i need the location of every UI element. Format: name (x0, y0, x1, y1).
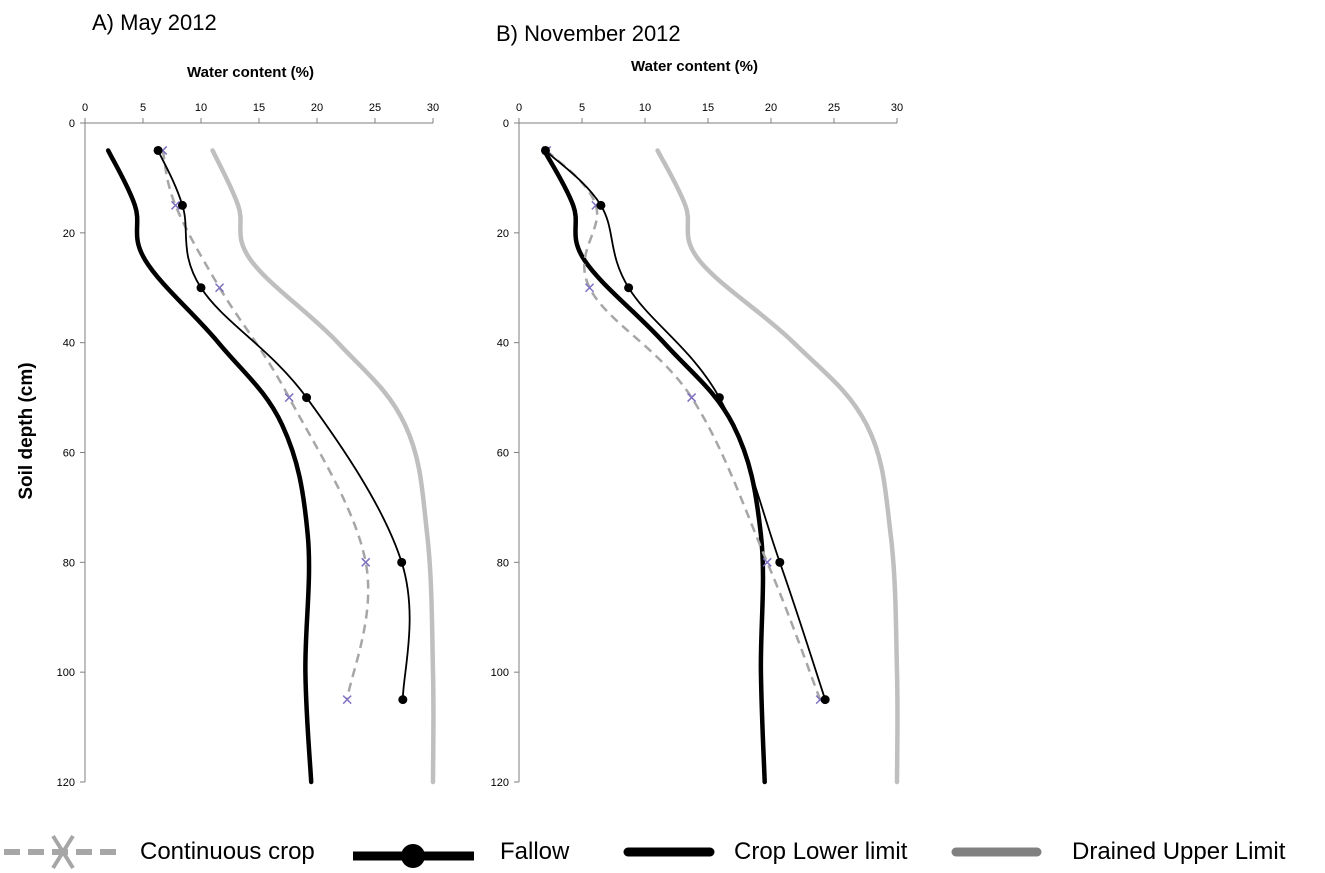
panel-a-continuous-point (170, 200, 181, 210)
panel-a-fallow-point (153, 145, 163, 155)
panel-b-y-tick-label: 20 (497, 228, 509, 240)
panel-b-continuous-point (585, 283, 595, 293)
panel-a-y-tick-label: 80 (63, 557, 75, 569)
panel-a-continuous-point (284, 393, 294, 403)
panel-a-y-tick-label: 100 (57, 667, 75, 679)
panel-a-x-tick-label: 25 (369, 102, 381, 114)
panel-a-xlabel: Water content (%) (187, 64, 314, 81)
panel-a-fallow-point (302, 393, 312, 403)
panel-b-fallow-point (820, 695, 830, 705)
panel-b-y-tick-label: 60 (497, 448, 509, 460)
panel-a-fallow-point (397, 557, 407, 567)
panel-b-y-tick-label: 40 (497, 338, 509, 350)
panel-b-series-fallow (544, 149, 827, 700)
panel-a-x-tick-label: 15 (253, 102, 265, 114)
panel-a-y-tick-label: 60 (63, 448, 75, 460)
panel-a-continuous-point (342, 695, 352, 705)
panel-b-y-tick-label: 80 (497, 557, 509, 569)
panel-b-continuous-point (762, 557, 772, 567)
panel-b-y-tick-label: 0 (503, 118, 509, 130)
panel-a-fallow-point (177, 200, 187, 210)
panel-b-fallow-point (624, 283, 634, 293)
panel-b-x-tick-label: 10 (639, 102, 651, 114)
panel-b-x-tick-label: 20 (765, 102, 777, 114)
panel-b-fallow-point (596, 200, 606, 210)
panel-a-series-dul (210, 148, 436, 785)
panel-b-fallow-point (540, 145, 550, 155)
panel-b-series-dul (655, 148, 900, 785)
panel-a-y-tick-label: 120 (57, 777, 75, 789)
panel-a-x-tick-label: 20 (311, 102, 323, 114)
panel-a-y-tick-label: 20 (63, 228, 75, 240)
panel-a-y-tick-label: 40 (63, 338, 75, 350)
panel-a-series-cll (105, 148, 314, 785)
panel-b-xlabel: Water content (%) (631, 58, 758, 75)
panel-a-fallow-point (398, 695, 408, 705)
legend-label-dul: Drained Upper Limit (1072, 838, 1286, 865)
panel-a-title: A) May 2012 (92, 10, 217, 35)
legend-label-cll: Crop Lower limit (734, 838, 908, 865)
panel-b-fallow-point (775, 557, 785, 567)
panel-a-y-tick-label: 0 (69, 118, 75, 130)
panel-b-series-cll (541, 148, 767, 785)
panel-b-continuous-point (687, 393, 697, 403)
panel-b-title: B) November 2012 (496, 21, 681, 46)
panel-b-fallow-point (714, 393, 724, 403)
panel-a-x-tick-label: 0 (82, 102, 88, 114)
panel-a-fallow-point (196, 283, 206, 293)
panel-b-x-tick-label: 5 (579, 102, 585, 114)
legend-label-continuous: Continuous crop (140, 838, 315, 865)
panel-a-x-tick-label: 5 (140, 102, 146, 114)
panel-b-x-tick-label: 30 (891, 102, 903, 114)
panel-b-x-tick-label: 0 (516, 102, 522, 114)
panel-a-series-continuous (161, 150, 370, 700)
panel-b-y-tick-label: 100 (491, 667, 509, 679)
panel-a-x-tick-label: 30 (427, 102, 439, 114)
panel-b-series-continuous (545, 149, 822, 701)
panel-a-x-tick-label: 10 (195, 102, 207, 114)
panel-a-continuous-point (215, 283, 225, 293)
panel-a-continuous-point (361, 557, 371, 567)
panel-b-y-tick-label: 120 (491, 777, 509, 789)
panel-b-x-tick-label: 15 (702, 102, 714, 114)
legend-label-fallow: Fallow (500, 838, 570, 865)
panel-b-x-tick-label: 25 (828, 102, 840, 114)
